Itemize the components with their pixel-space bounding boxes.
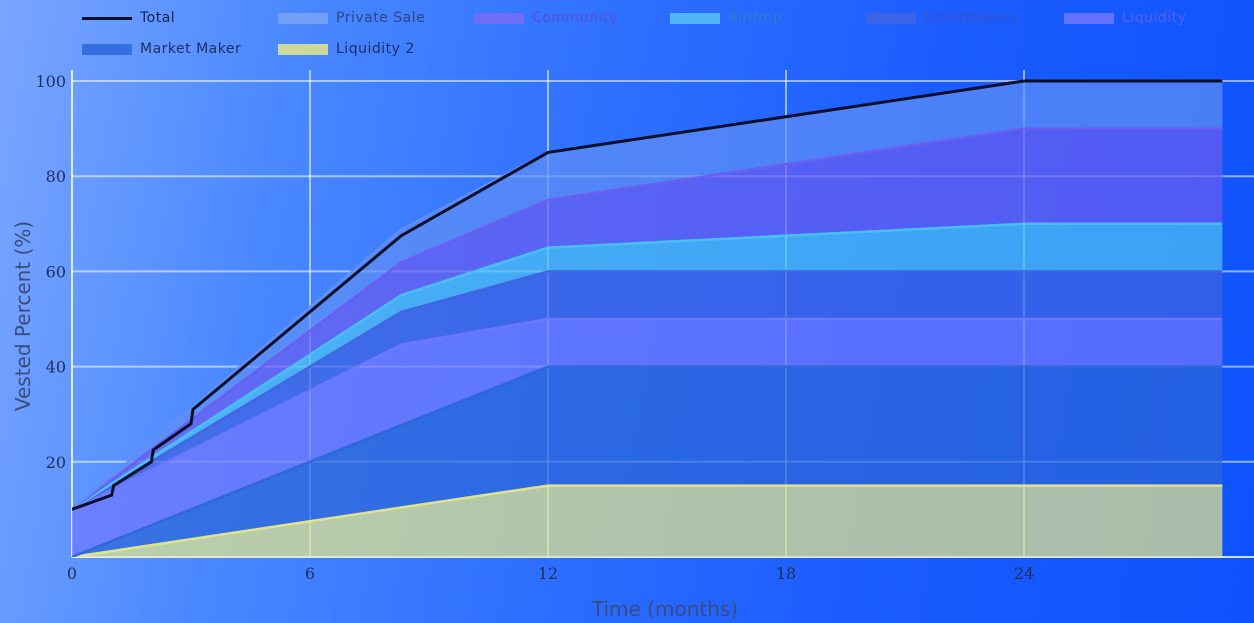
legend-label: Airdrop bbox=[728, 10, 783, 26]
tick-labels: 20 40 60 80 100 0 6 12 18 24 bbox=[35, 72, 1034, 583]
x-tick-label: 24 bbox=[1014, 564, 1034, 583]
legend-item-total[interactable]: Total bbox=[82, 8, 175, 28]
legend-label: Contributors bbox=[924, 10, 1018, 26]
area-airdrop bbox=[72, 223, 1223, 510]
legend-item-private-sale[interactable]: Private Sale bbox=[278, 8, 425, 28]
legend-label: Private Sale bbox=[336, 10, 426, 26]
legend-swatch-total bbox=[82, 16, 132, 20]
legend-swatch-liquidity-2 bbox=[278, 43, 328, 55]
line-liquidity bbox=[72, 317, 1223, 511]
y-tick-label: 40 bbox=[46, 358, 66, 377]
series-lines bbox=[72, 79, 1223, 557]
legend-swatch-liquidity bbox=[1064, 12, 1114, 24]
y-tick-label: 80 bbox=[46, 167, 66, 186]
legend-label: Market Maker bbox=[140, 41, 242, 57]
line-community bbox=[72, 127, 1223, 511]
y-axis-title: Vested Percent (%) bbox=[11, 221, 35, 411]
legend-swatch-private-sale bbox=[278, 12, 328, 24]
legend-swatch-market-maker bbox=[82, 43, 132, 55]
line-liquidity-2 bbox=[72, 484, 1223, 557]
y-tick-label: 60 bbox=[46, 262, 66, 281]
y-tick-label: 20 bbox=[46, 453, 66, 472]
area-liquidity bbox=[72, 319, 1223, 557]
line-market-maker bbox=[72, 365, 1223, 557]
line-airdrop bbox=[72, 222, 1223, 511]
legend-label: Community bbox=[532, 10, 618, 26]
legend-swatch-airdrop bbox=[670, 12, 720, 24]
legend: Total Private Sale Community Airdrop Contrib… bbox=[0, 0, 1254, 68]
legend-label: Liquidity bbox=[1122, 10, 1187, 26]
legend-item-market-maker[interactable]: Market Maker bbox=[82, 39, 241, 59]
area-liquidity-2 bbox=[72, 485, 1223, 557]
legend-item-liquidity-2[interactable]: Liquidity 2 bbox=[278, 39, 415, 59]
x-tick-label: 6 bbox=[305, 564, 315, 583]
area-market-maker bbox=[72, 366, 1223, 557]
y-tick-label: 100 bbox=[35, 72, 66, 91]
legend-item-airdrop[interactable]: Airdrop bbox=[670, 8, 782, 28]
legend-swatch-contributors bbox=[866, 12, 916, 24]
area-series bbox=[72, 81, 1223, 557]
area-private-sale bbox=[72, 81, 1223, 510]
legend-label: Liquidity 2 bbox=[336, 41, 415, 57]
line-total bbox=[72, 79, 1223, 511]
x-tick-label: 0 bbox=[67, 564, 77, 583]
legend-item-community[interactable]: Community bbox=[474, 8, 618, 28]
area-community bbox=[72, 128, 1223, 510]
legend-label: Total bbox=[140, 10, 176, 26]
x-tick-label: 12 bbox=[538, 564, 558, 583]
legend-item-liquidity[interactable]: Liquidity bbox=[1064, 8, 1186, 28]
x-tick-label: 18 bbox=[776, 564, 796, 583]
legend-swatch-community bbox=[474, 12, 524, 24]
x-axis-title: Time (months) bbox=[591, 597, 738, 621]
legend-item-contributors[interactable]: Contributors bbox=[866, 8, 1017, 28]
